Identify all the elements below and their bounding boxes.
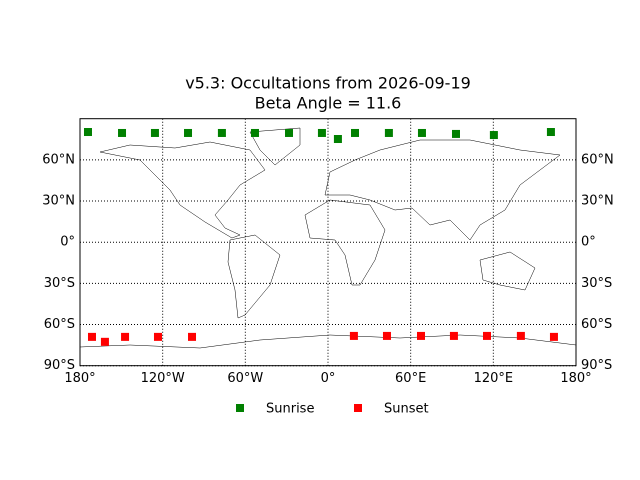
marker bbox=[417, 331, 425, 340]
y-tick-label-right: 90°S bbox=[581, 358, 612, 373]
legend-marker bbox=[354, 404, 362, 412]
y-tick-label: 90°S bbox=[44, 358, 75, 373]
marker bbox=[482, 331, 491, 340]
marker bbox=[546, 128, 555, 137]
marker bbox=[384, 128, 393, 137]
marker bbox=[121, 332, 130, 341]
marker bbox=[150, 128, 159, 137]
marker bbox=[489, 131, 498, 140]
marker bbox=[333, 135, 342, 144]
y-tick-label-right: 30°N bbox=[581, 194, 614, 209]
y-tick-label: 60°N bbox=[42, 152, 75, 167]
x-tick-label: 60°E bbox=[395, 371, 426, 386]
marker bbox=[153, 332, 162, 341]
chart-subtitle: Beta Angle = 11.6 bbox=[255, 94, 402, 113]
marker bbox=[317, 128, 326, 137]
marker bbox=[285, 128, 294, 137]
marker bbox=[118, 128, 127, 137]
legend-label: Sunrise bbox=[266, 402, 314, 417]
marker bbox=[250, 128, 259, 137]
x-tick-label: 120°E bbox=[474, 371, 514, 386]
x-tick-label: 0° bbox=[321, 371, 336, 386]
marker bbox=[188, 332, 197, 341]
coastlines bbox=[79, 127, 577, 349]
y-tick-label-right: 60°S bbox=[581, 317, 612, 332]
plot-frame bbox=[79, 118, 577, 367]
y-tick-label-right: 30°S bbox=[581, 276, 612, 291]
x-tick-label: 180° bbox=[560, 371, 591, 386]
y-tick-label-right: 60°N bbox=[581, 152, 614, 167]
marker bbox=[351, 128, 360, 137]
marker bbox=[349, 331, 358, 340]
y-tick-label: 60°S bbox=[44, 317, 75, 332]
chart-title: v5.3: Occultations from 2026-09-19 bbox=[185, 74, 471, 93]
marker bbox=[382, 331, 391, 340]
marker bbox=[516, 331, 525, 340]
marker bbox=[217, 128, 226, 137]
marker bbox=[100, 337, 109, 346]
y-tick-label: 30°N bbox=[42, 194, 75, 209]
y-tick-label: 0° bbox=[60, 235, 75, 250]
marker bbox=[83, 128, 92, 137]
legend-marker bbox=[236, 404, 244, 412]
x-tick-label: 60°W bbox=[227, 371, 263, 386]
y-tick-label-right: 0° bbox=[581, 235, 596, 250]
marker bbox=[449, 331, 458, 340]
x-tick-label: 120°W bbox=[141, 371, 185, 386]
x-tick-label: 180° bbox=[64, 371, 95, 386]
marker bbox=[549, 332, 558, 341]
marker bbox=[87, 332, 96, 341]
legend-label: Sunset bbox=[384, 402, 429, 417]
marker bbox=[184, 128, 193, 137]
marker bbox=[417, 128, 426, 137]
marker bbox=[451, 129, 460, 138]
y-tick-label: 30°S bbox=[44, 276, 75, 291]
